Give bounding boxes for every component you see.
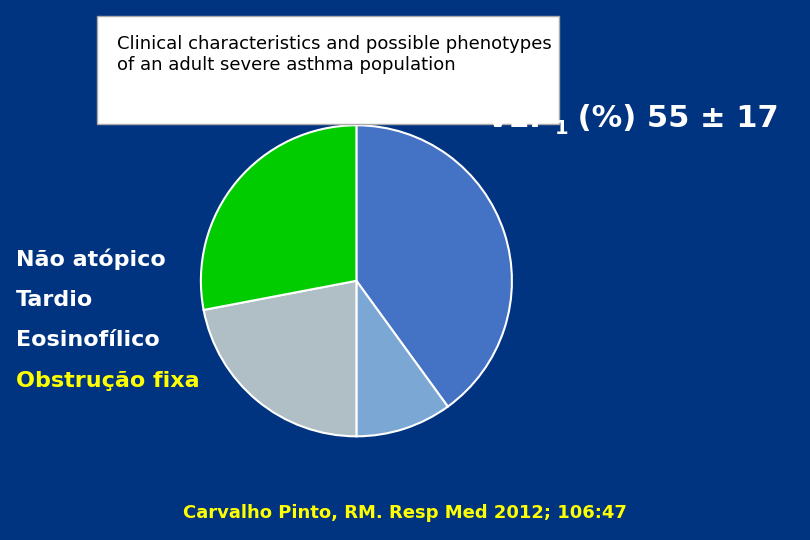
Text: 1: 1 (555, 119, 569, 138)
Text: Não atópico: Não atópico (16, 248, 166, 270)
Text: VEF: VEF (486, 104, 551, 133)
Text: Carvalho Pinto, RM. Resp Med 2012; 106:47: Carvalho Pinto, RM. Resp Med 2012; 106:4… (183, 504, 627, 522)
Text: (%) 55 ± 17: (%) 55 ± 17 (567, 104, 778, 133)
Text: Eosinofílico: Eosinofílico (16, 330, 160, 350)
Wedge shape (356, 281, 448, 436)
Wedge shape (201, 125, 356, 310)
Text: Tardio: Tardio (16, 289, 93, 310)
Wedge shape (356, 125, 512, 407)
Wedge shape (203, 281, 356, 436)
Text: Obstrução fixa: Obstrução fixa (16, 370, 200, 391)
Text: Clinical characteristics and possible phenotypes
of an adult severe asthma popul: Clinical characteristics and possible ph… (117, 35, 552, 74)
